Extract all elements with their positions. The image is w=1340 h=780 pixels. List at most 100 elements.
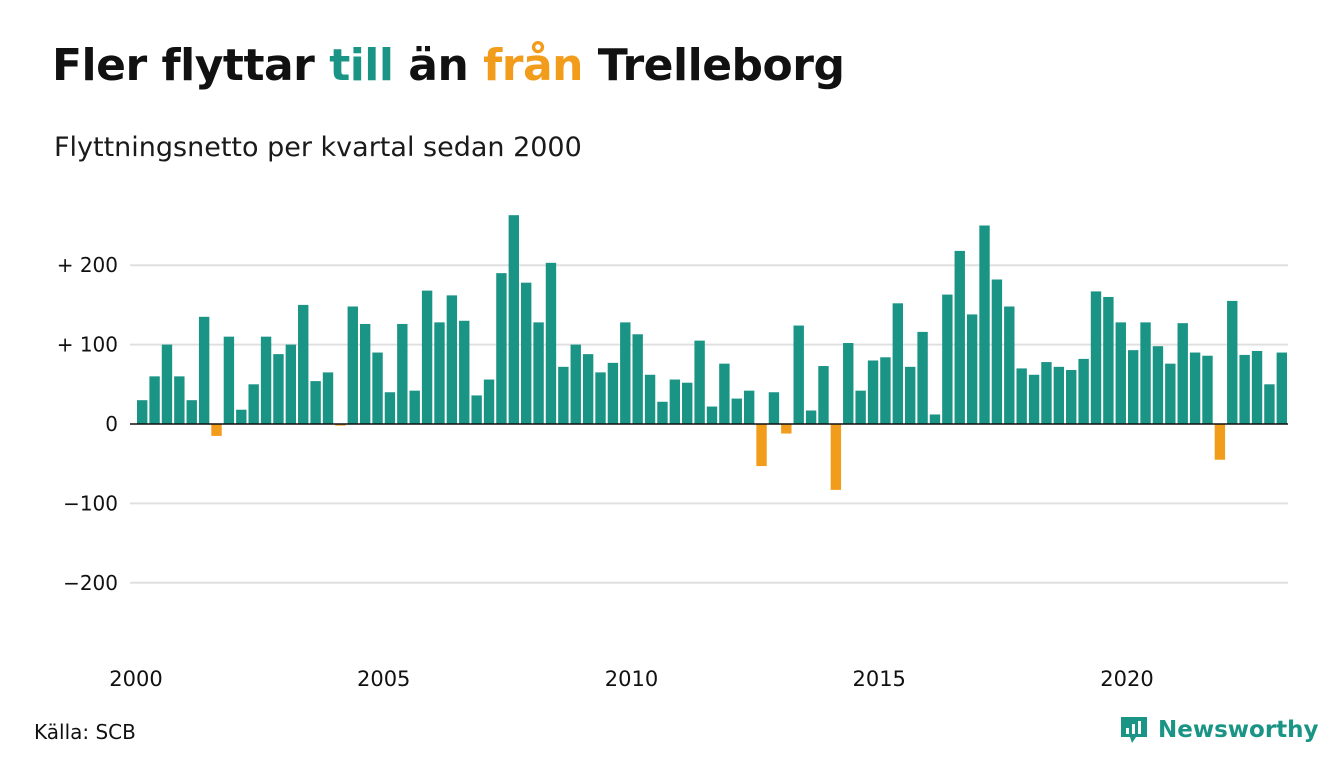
bar: [533, 322, 544, 424]
title-part-2: än: [393, 40, 484, 91]
bar: [446, 295, 458, 424]
bar: [273, 354, 284, 424]
bar: [979, 225, 990, 424]
chart-title: Fler flyttar till än från Trelleborg: [52, 40, 845, 91]
bar: [1053, 366, 1065, 424]
bar: [359, 323, 371, 424]
bar: [198, 316, 210, 424]
bar: [855, 390, 866, 424]
bar: [508, 215, 519, 424]
bar: [694, 340, 705, 424]
bar: [644, 374, 656, 424]
bar: [161, 344, 173, 424]
x-tick-label: 2015: [852, 667, 905, 691]
bar: [137, 400, 148, 424]
bar: [905, 366, 916, 424]
bar: [1140, 322, 1151, 424]
bar: [1177, 323, 1188, 424]
bar: [582, 354, 594, 424]
bar: [1016, 368, 1027, 424]
newsworthy-logo-icon: [1121, 717, 1147, 743]
title-part-1: Fler flyttar: [52, 40, 330, 91]
bar: [954, 250, 965, 424]
bar: [719, 363, 730, 424]
bar: [1214, 424, 1226, 460]
bar: [186, 400, 197, 424]
bar: [793, 325, 804, 424]
bar: [1189, 352, 1201, 424]
brand-logo: Newsworthy: [1118, 714, 1319, 746]
chart-subtitle: Flyttningsnetto per kvartal sedan 2000: [54, 132, 582, 163]
bar: [434, 322, 445, 424]
bar: [768, 392, 780, 424]
bar: [174, 376, 185, 424]
bar: [347, 306, 358, 424]
title-part-3: Trelleborg: [582, 40, 845, 91]
bar: [236, 409, 247, 424]
bar: [743, 390, 755, 424]
bar: [632, 334, 643, 424]
bar: [1090, 291, 1102, 424]
bar: [669, 379, 681, 424]
x-tick-label: 2020: [1100, 667, 1153, 691]
bar: [991, 279, 1003, 424]
bar: [558, 366, 569, 424]
bar: [298, 304, 309, 424]
bar: [1239, 354, 1250, 424]
bar: [335, 424, 346, 426]
bar: [421, 290, 433, 424]
bar: [756, 424, 767, 467]
bar: [248, 384, 259, 424]
bar: [830, 424, 842, 490]
bar: [929, 414, 941, 424]
source-label: Källa: SCB: [34, 720, 136, 744]
bar: [595, 372, 606, 424]
bar: [570, 344, 581, 424]
bar: [1115, 322, 1126, 424]
bar: [781, 424, 792, 434]
bar: [818, 366, 829, 424]
bar: [917, 331, 928, 424]
bar: [1276, 352, 1287, 424]
bar: [706, 406, 718, 424]
bar: [409, 390, 420, 424]
bar: [942, 294, 953, 424]
bar: [1165, 363, 1176, 424]
title-positive-word: till: [329, 40, 394, 91]
y-tick-label: 0: [105, 412, 118, 436]
y-tick-label: −100: [63, 491, 118, 515]
brand-name: Newsworthy: [1158, 717, 1319, 743]
bar: [805, 410, 817, 424]
bar: [843, 343, 854, 424]
bar: [397, 323, 408, 424]
bar: [149, 376, 160, 424]
bar: [1028, 374, 1040, 424]
bar: [384, 392, 396, 424]
bar: [372, 352, 383, 424]
bar: [1152, 346, 1164, 424]
x-tick-label: 2005: [357, 667, 410, 691]
bar: [620, 322, 631, 424]
bar: [521, 282, 532, 424]
bar: [1264, 384, 1275, 424]
y-tick-label: + 200: [57, 253, 118, 277]
bar: [1041, 362, 1052, 424]
bar: [260, 336, 272, 424]
bar: [892, 303, 903, 424]
bar: [1078, 358, 1089, 424]
bar: [1103, 296, 1114, 424]
x-tick-label: 2010: [605, 667, 658, 691]
bar: [483, 379, 495, 424]
bar: [1227, 300, 1238, 424]
bar: [657, 401, 668, 424]
bar: [731, 398, 742, 424]
bar: [880, 357, 891, 424]
bar: [1066, 370, 1077, 424]
bar: [545, 262, 557, 424]
bar: [471, 395, 482, 424]
bar: [867, 360, 879, 424]
y-tick-label: + 100: [57, 333, 118, 357]
bar: [1202, 355, 1213, 424]
bar: [966, 314, 978, 424]
